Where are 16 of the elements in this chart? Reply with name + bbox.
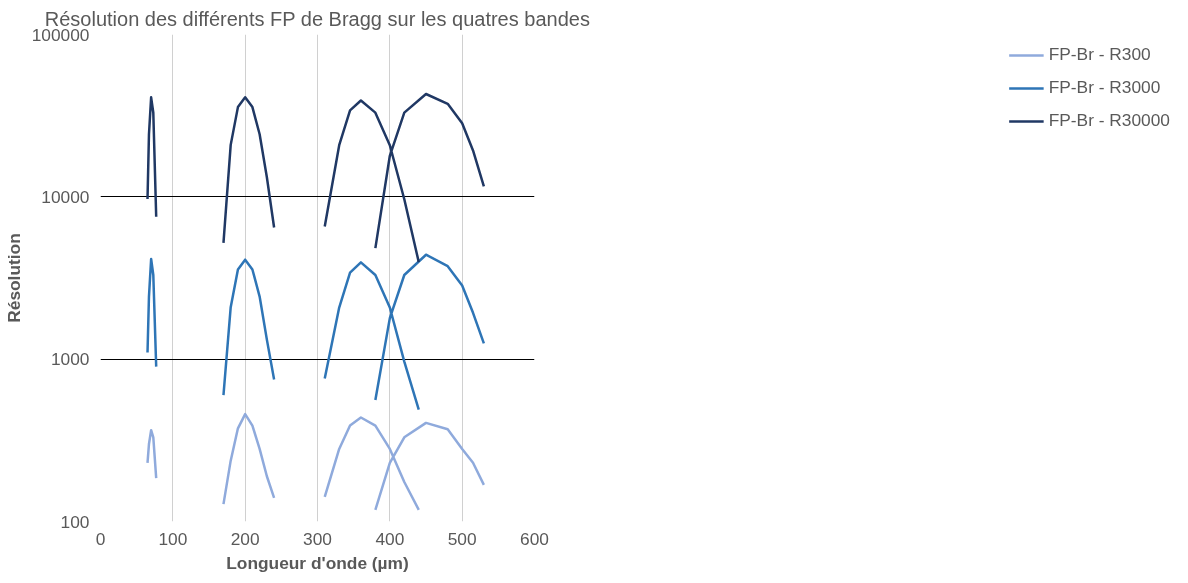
x-tick-label: 200 (230, 528, 260, 549)
x-tick-label: 0 (95, 528, 106, 549)
chart-title: Résolution des différents FP de Bragg sur les quatres bandes (44, 7, 590, 30)
x-tick-label: 500 (447, 528, 477, 549)
x-tick-label: 400 (375, 528, 405, 549)
x-axis-title: Longueur d'onde (µm) (226, 552, 409, 573)
y-tick-label: 10000 (41, 186, 90, 207)
legend-label: FP-Br - R30000 (1048, 110, 1170, 131)
y-tick-label: 100 (60, 511, 90, 532)
y-tick-label: 1000 (50, 349, 90, 370)
x-tick-label: 600 (520, 528, 549, 549)
x-tick-label: 300 (303, 528, 332, 549)
y-axis-title: Résolution (3, 233, 24, 323)
legend-label: FP-Br - R3000 (1048, 77, 1161, 98)
x-tick-label: 100 (158, 528, 188, 549)
legend-label: FP-Br - R300 (1048, 44, 1151, 65)
